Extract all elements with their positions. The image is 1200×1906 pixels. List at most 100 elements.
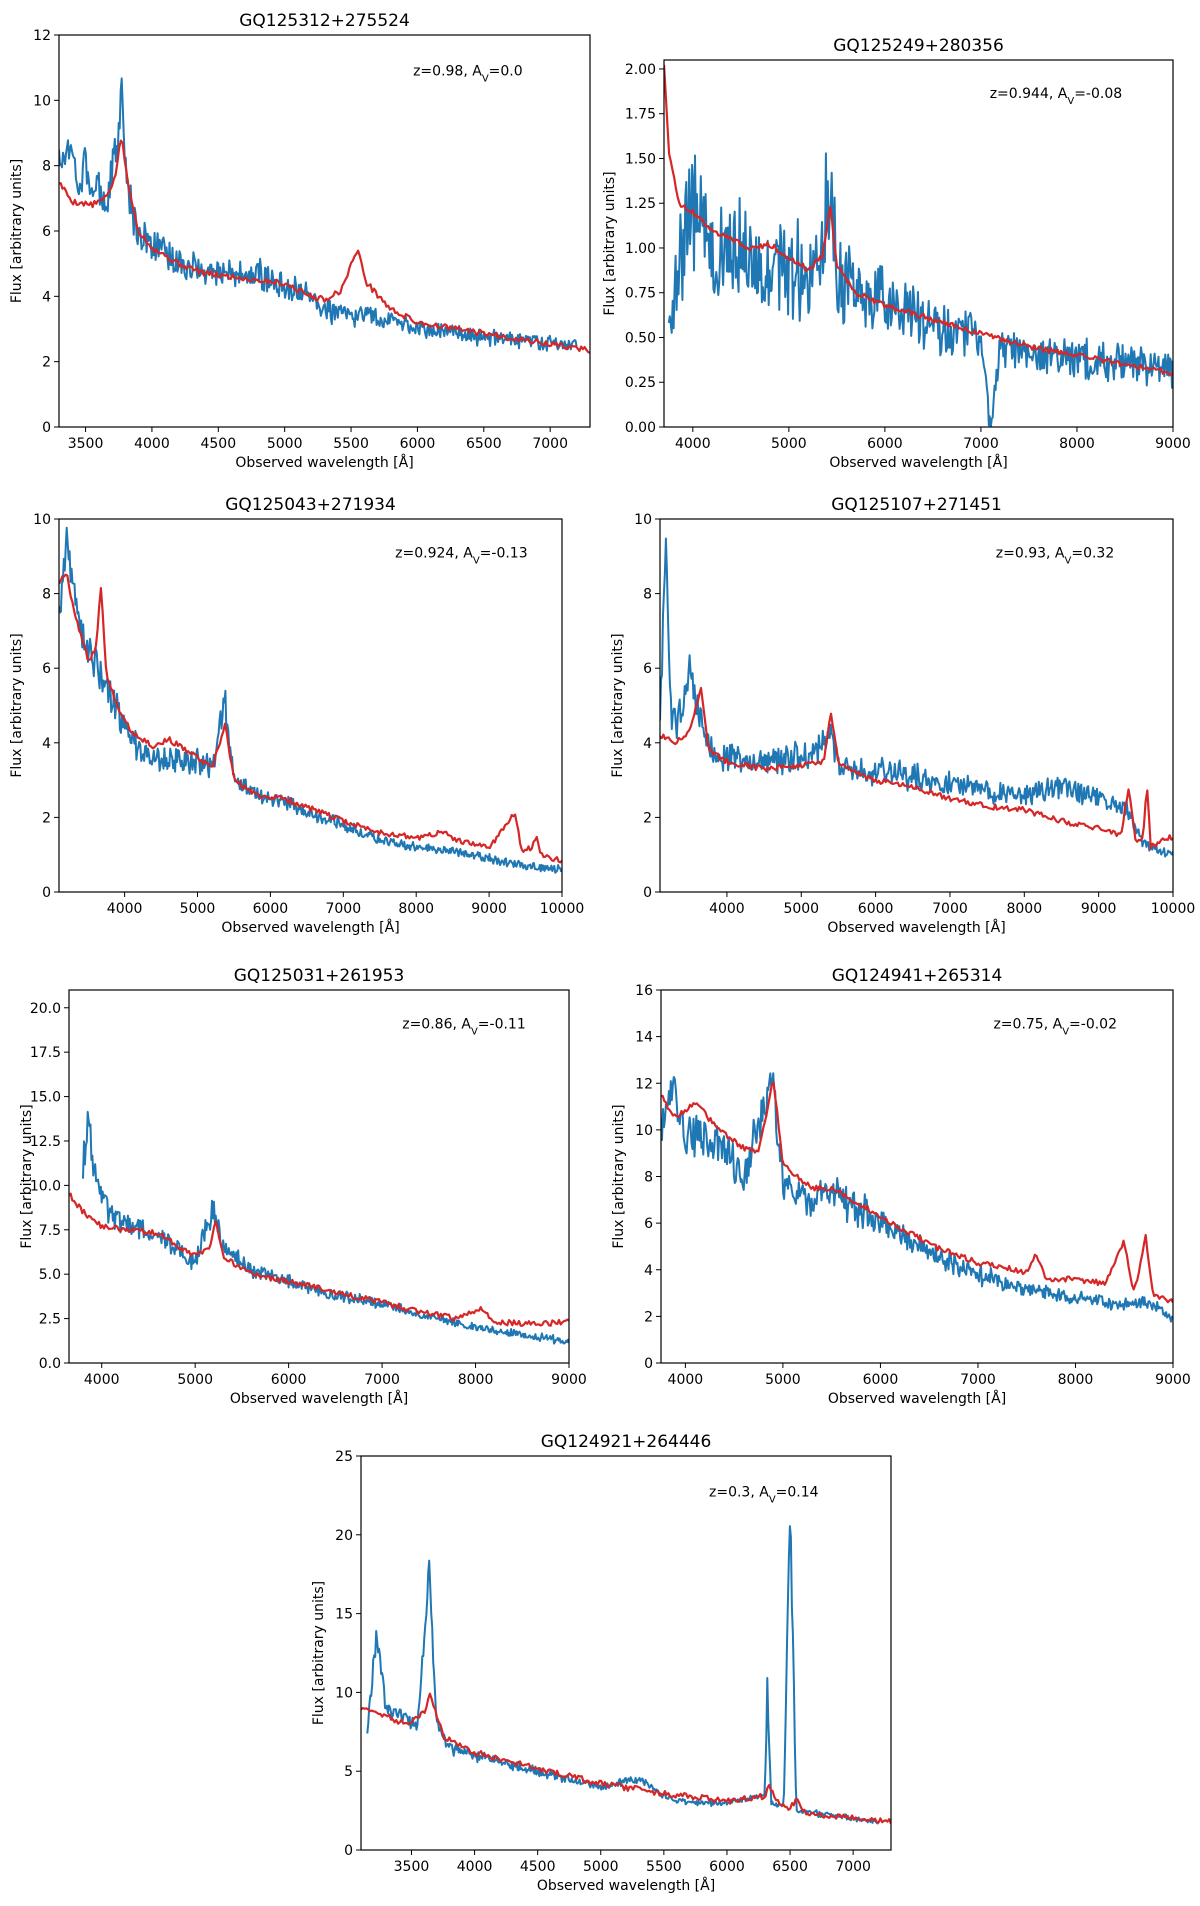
- x-tick-label: 4000: [709, 901, 745, 917]
- y-tick-label: 6: [42, 224, 51, 240]
- redshift-extinction-annotation: z=0.86, AV=-0.11: [402, 1017, 526, 1038]
- x-tick-label: 3500: [394, 1859, 430, 1875]
- y-tick-label: 2: [643, 810, 652, 826]
- model-spectrum-line: [59, 141, 590, 353]
- x-tick-label: 9000: [1081, 901, 1117, 917]
- x-tick-label: 5500: [333, 436, 369, 452]
- chart-panel-7: GQ124921+264446 3500 4000 4500 5000 5500 6000 6…: [311, 1432, 891, 1894]
- redshift-extinction-annotation: z=0.944, AV=-0.08: [990, 86, 1122, 107]
- x-axis-label: Observed wavelength [Å]: [827, 919, 1005, 936]
- x-tick-label: 10000: [540, 901, 585, 917]
- y-tick-label: 0.00: [625, 420, 656, 436]
- axes-frame: [660, 519, 1173, 892]
- x-tick-label: 5000: [583, 1859, 619, 1875]
- x-tick-label: 6000: [863, 1372, 899, 1388]
- x-tick-label: 7000: [963, 436, 999, 452]
- x-tick-label: 7000: [364, 1372, 400, 1388]
- axes-frame: [661, 990, 1173, 1363]
- y-tick-label: 2.00: [625, 62, 656, 78]
- redshift-extinction-annotation: z=0.924, AV=-0.13: [395, 546, 527, 567]
- y-tick-label: 8: [42, 159, 51, 175]
- figure: GQ125312+2755243500 4000 4500 5000 5500 6000 6…: [0, 0, 1200, 1906]
- y-tick-label: 15.0: [30, 1090, 61, 1106]
- y-tick-label: 2: [42, 810, 51, 826]
- y-axis-label: Flux [arbitrary units]: [9, 633, 25, 777]
- x-tick-label: 6500: [772, 1859, 808, 1875]
- y-tick-label: 17.5: [30, 1045, 61, 1061]
- y-tick-label: 0: [42, 420, 51, 436]
- x-tick-label: 6000: [709, 1859, 745, 1875]
- y-tick-label: 2: [644, 1309, 653, 1325]
- x-tick-label: 8000: [1058, 1372, 1094, 1388]
- x-tick-label: 3500: [68, 436, 104, 452]
- y-tick-label: 6: [42, 661, 51, 677]
- x-tick-label: 5000: [765, 1372, 801, 1388]
- chart-title: GQ125043+271934: [225, 495, 396, 515]
- y-tick-label: 8: [644, 1170, 653, 1186]
- y-tick-label: 0: [42, 885, 51, 901]
- y-tick-label: 10: [635, 1123, 653, 1139]
- y-tick-label: 0.50: [625, 330, 656, 346]
- x-tick-label: 4000: [675, 436, 711, 452]
- y-tick-label: 7.5: [39, 1223, 61, 1239]
- y-tick-label: 0.25: [625, 375, 656, 391]
- y-axis-label: Flux [arbitrary units]: [610, 633, 626, 777]
- y-tick-label: 4: [42, 736, 51, 752]
- observed-spectrum-line: [661, 1073, 1173, 1321]
- x-axis-label: Observed wavelength [Å]: [230, 1390, 408, 1407]
- y-tick-label: 0: [344, 1843, 353, 1859]
- y-tick-label: 0: [644, 1356, 653, 1372]
- chart-title: GQ125312+275524: [239, 11, 410, 31]
- y-tick-label: 10: [335, 1685, 353, 1701]
- x-tick-label: 9000: [1155, 436, 1191, 452]
- y-tick-label: 1.25: [625, 196, 656, 212]
- chart-panel-6: GQ124941+265314 4000 5000 6000 7000 8000 9000 0…: [611, 966, 1191, 1407]
- x-tick-label: 9000: [1155, 1372, 1191, 1388]
- x-tick-label: 6000: [867, 436, 903, 452]
- y-tick-label: 0: [643, 885, 652, 901]
- y-tick-label: 4: [643, 736, 652, 752]
- y-tick-label: 2.5: [39, 1312, 61, 1328]
- y-tick-label: 12: [635, 1076, 653, 1092]
- x-tick-label: 4500: [200, 436, 236, 452]
- y-tick-label: 5: [344, 1764, 353, 1780]
- y-tick-label: 10: [33, 512, 51, 528]
- observed-spectrum-line: [367, 1526, 878, 1823]
- y-tick-label: 1.75: [625, 107, 656, 123]
- y-tick-label: 20: [335, 1528, 353, 1544]
- y-tick-label: 6: [644, 1216, 653, 1232]
- chart-title: GQ124941+265314: [832, 966, 1003, 986]
- chart-panel-5: GQ125031+2619534000 5000 6000 7000 8000 90000…: [19, 966, 587, 1407]
- x-tick-label: 10000: [1151, 901, 1196, 917]
- x-axis-label: Observed wavelength [Å]: [537, 1877, 715, 1894]
- x-tick-label: 8000: [398, 901, 434, 917]
- x-tick-label: 6500: [466, 436, 502, 452]
- y-tick-label: 14: [635, 1030, 653, 1046]
- axes-frame: [59, 519, 562, 892]
- chart-panel-2: GQ125249+280356 4000 5000 6000 7000 8000 9000 0…: [602, 36, 1191, 471]
- x-tick-label: 6000: [858, 901, 894, 917]
- y-axis-label: Flux [arbitrary units]: [602, 171, 618, 315]
- y-tick-label: 0.0: [39, 1356, 61, 1372]
- x-tick-label: 7000: [532, 436, 568, 452]
- observed-spectrum-line: [59, 528, 562, 873]
- observed-spectrum-line: [669, 153, 1173, 428]
- redshift-extinction-annotation: z=0.93, AV=0.32: [996, 546, 1114, 567]
- y-tick-label: 15: [335, 1607, 353, 1623]
- y-axis-label: Flux [arbitrary units]: [19, 1104, 35, 1248]
- y-tick-label: 1.00: [625, 241, 656, 257]
- y-tick-label: 2: [42, 355, 51, 371]
- x-axis-label: Observed wavelength [Å]: [828, 1390, 1006, 1407]
- redshift-extinction-annotation: z=0.75, AV=-0.02: [993, 1017, 1117, 1038]
- y-tick-label: 8: [42, 587, 51, 603]
- x-tick-label: 8000: [458, 1372, 494, 1388]
- x-tick-label: 4000: [457, 1859, 493, 1875]
- x-tick-label: 5000: [180, 901, 216, 917]
- x-tick-label: 5000: [783, 901, 819, 917]
- model-spectrum-line: [361, 1694, 891, 1824]
- x-tick-label: 4000: [668, 1372, 704, 1388]
- y-tick-label: 16: [635, 983, 653, 999]
- observed-spectrum-line: [83, 1112, 569, 1344]
- model-spectrum-line: [59, 575, 562, 863]
- axes-frame: [69, 990, 569, 1363]
